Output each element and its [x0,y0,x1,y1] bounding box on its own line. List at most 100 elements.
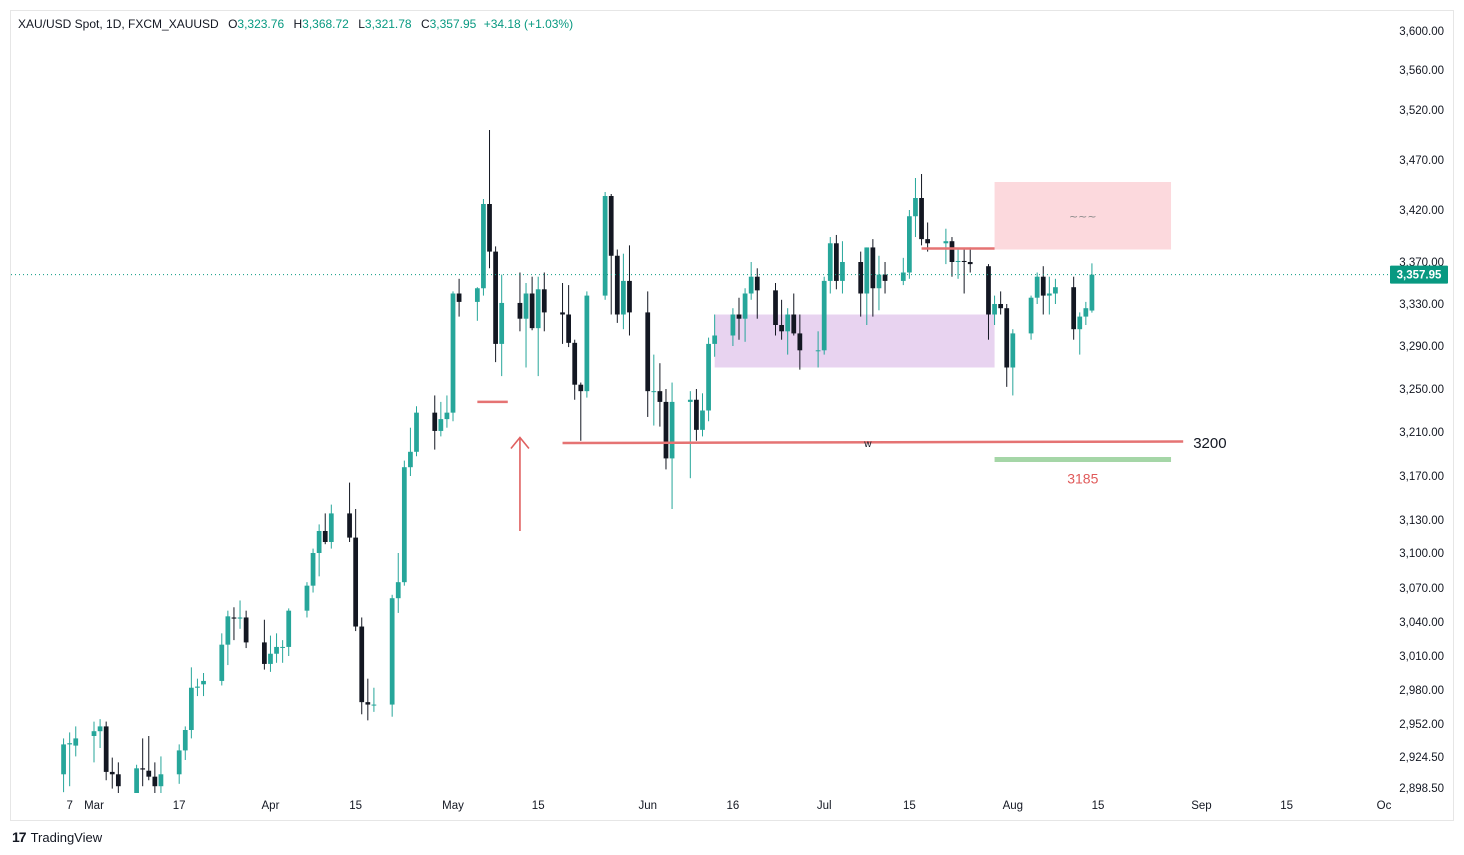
candle [1034,272,1040,304]
candle [115,762,121,793]
candle [955,249,961,279]
candle-body [1028,297,1034,334]
candle-body [949,241,955,262]
candle [262,619,267,670]
candle [304,582,310,618]
candle [651,354,657,426]
y-tick-label: 3,250.00 [1399,384,1444,396]
candle-body [456,293,462,302]
candle-body [907,216,912,273]
candle [998,291,1004,315]
candle [621,253,626,330]
candle [797,314,803,370]
candle [833,234,839,290]
candle-body [347,513,352,538]
candle-body [663,401,669,459]
legend-open-label: O [228,17,238,31]
candle [694,389,699,441]
candle [97,719,103,748]
candle [188,667,194,739]
candle-body [694,399,699,430]
candle-body [140,768,146,770]
candle-body [876,274,882,289]
candle-body [925,239,931,244]
candle-body [687,399,693,402]
candle-body [1053,287,1058,294]
x-tick-label: May [442,800,464,812]
candle [140,738,146,787]
candle-body [657,391,663,402]
x-tick-label: 15 [1280,800,1293,812]
candle-body [651,391,657,393]
candle-body [986,266,991,315]
candle-body [517,302,523,319]
candle-body [432,412,438,431]
candle-body [450,293,456,413]
y-tick-label: 2,952.00 [1399,719,1444,731]
candle-body [195,686,200,688]
candle [438,401,444,437]
candle [499,274,505,377]
y-tick-label: 3,330.00 [1399,299,1444,311]
candle-body [797,333,803,351]
level-3200-mid-label: w [863,439,872,450]
candle-body [243,617,249,643]
candle [268,635,273,672]
candle-body [389,598,395,705]
candle-body [584,295,590,392]
candle [1040,266,1046,315]
candle-body [992,304,997,315]
candle-body [566,314,571,343]
candle [1004,304,1010,387]
candle [316,524,322,577]
candle [913,178,918,238]
candle-body [499,302,505,344]
candle [529,276,535,331]
candle-body [785,314,791,332]
candle-body [833,243,839,281]
legend-change: +34.18 (+1.03%) [483,17,574,31]
candle [353,509,359,632]
candle-body [1010,333,1016,368]
candle-body [201,680,206,685]
candle-body [541,289,547,313]
candle [450,291,456,422]
candle-body [115,774,121,787]
candle-body [560,312,565,315]
x-tick-label: 15 [532,800,545,812]
y-tick-label: 3,420.00 [1399,205,1444,217]
footer-brand[interactable]: 17 TradingView [12,829,102,845]
candle-body [304,585,310,611]
legend-open: 3,323.76 [237,17,285,31]
candle [870,239,876,317]
candle-body [900,272,906,281]
candle-body [730,314,736,336]
candle-body [913,198,918,217]
candle [444,395,450,428]
candle [779,299,784,340]
candle-body [870,247,876,289]
candle [986,264,991,340]
candle-body [408,451,413,468]
candle-body [627,280,632,313]
candle-body [91,731,97,736]
candle [201,673,206,697]
candle [274,633,279,663]
candle [182,726,188,760]
candle [949,237,955,277]
candle [401,460,407,586]
candle [992,295,997,325]
candle-body [365,702,371,705]
candle-body [158,774,164,787]
candle [535,276,541,377]
candle-body [791,314,797,334]
y-tick-label: 2,980.00 [1399,685,1444,697]
candle-body [176,750,182,775]
candle-body [645,312,651,392]
candle-body [1077,316,1083,330]
chart-legend: XAU/USD Spot, 1D, FXCM_XAUUSD O3,323.76 … [18,17,573,31]
candle [827,237,833,294]
candle [943,228,949,265]
candle [414,406,419,457]
